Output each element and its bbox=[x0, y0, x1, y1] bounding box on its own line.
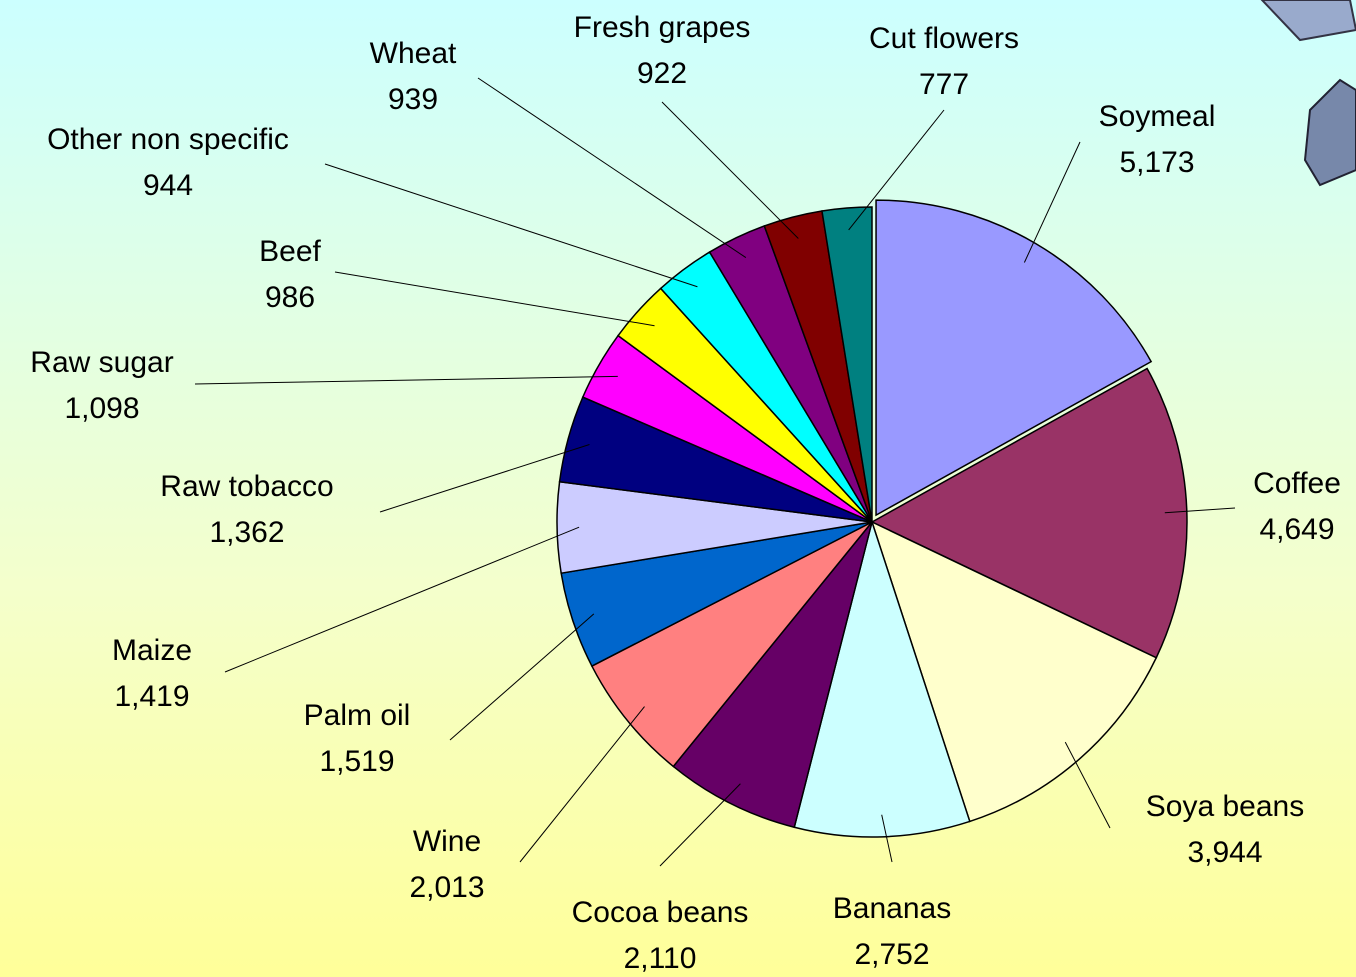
value-label: 1,362 bbox=[209, 516, 284, 549]
leader-line bbox=[1023, 141, 1081, 263]
slice bbox=[875, 199, 1153, 517]
value-label: 922 bbox=[637, 57, 687, 90]
value-label: 1,519 bbox=[319, 745, 394, 778]
value-label: 2,752 bbox=[854, 938, 929, 971]
slice-label: Raw tobacco bbox=[160, 470, 333, 503]
leader-line bbox=[379, 443, 590, 513]
slice-label: Maize bbox=[112, 634, 192, 667]
slice-label: Raw sugar bbox=[30, 346, 173, 379]
slice bbox=[870, 520, 1158, 823]
leader-line bbox=[194, 375, 618, 385]
slice bbox=[590, 521, 873, 768]
value-label: 5,173 bbox=[1119, 146, 1194, 179]
value-label: 4,649 bbox=[1259, 513, 1334, 546]
value-label: 939 bbox=[388, 83, 438, 116]
slice bbox=[870, 367, 1188, 659]
value-label: 2,110 bbox=[624, 942, 697, 975]
value-label: 1,419 bbox=[114, 680, 189, 713]
leader-line bbox=[224, 526, 580, 673]
value-label: 944 bbox=[143, 169, 193, 202]
leader-line bbox=[449, 613, 595, 741]
leader-line bbox=[477, 77, 747, 259]
leader-line bbox=[1164, 507, 1236, 514]
slice bbox=[672, 521, 873, 829]
leader-line bbox=[1064, 741, 1111, 829]
slice-label: Wine bbox=[413, 825, 481, 858]
leader-line bbox=[324, 163, 698, 288]
leader-line bbox=[848, 109, 945, 231]
leader-line bbox=[334, 271, 655, 327]
slice-label: Coffee bbox=[1253, 467, 1341, 500]
slice bbox=[821, 206, 873, 523]
slice-label: Soya beans bbox=[1146, 790, 1304, 823]
leader-line bbox=[661, 101, 799, 239]
leader-line bbox=[881, 814, 893, 863]
slice-label: Wheat bbox=[370, 37, 457, 70]
labels: Soymeal 5,173 Coffee 4,649 Soya beans 3,944 Ba… bbox=[30, 11, 1341, 975]
value-label: 986 bbox=[265, 281, 315, 314]
slice-label: Soymeal bbox=[1099, 100, 1216, 133]
slice-label: Bananas bbox=[833, 892, 951, 925]
slice-label: Cocoa beans bbox=[572, 896, 749, 929]
slice-label: Palm oil bbox=[304, 699, 411, 732]
slice bbox=[793, 519, 971, 838]
slice-label: Fresh grapes bbox=[574, 11, 751, 44]
decoration bbox=[1260, 0, 1356, 187]
leader-line bbox=[519, 706, 645, 863]
value-label: 777 bbox=[919, 68, 969, 101]
slice-label: Beef bbox=[259, 235, 321, 268]
slice-label: Cut flowers bbox=[869, 22, 1019, 55]
value-label: 1,098 bbox=[64, 392, 139, 425]
value-label: 2,013 bbox=[409, 871, 484, 904]
pie bbox=[556, 199, 1188, 838]
value-label: 3,944 bbox=[1187, 836, 1262, 869]
leader-line bbox=[659, 783, 741, 867]
slice-label: Other non specific bbox=[47, 123, 289, 156]
